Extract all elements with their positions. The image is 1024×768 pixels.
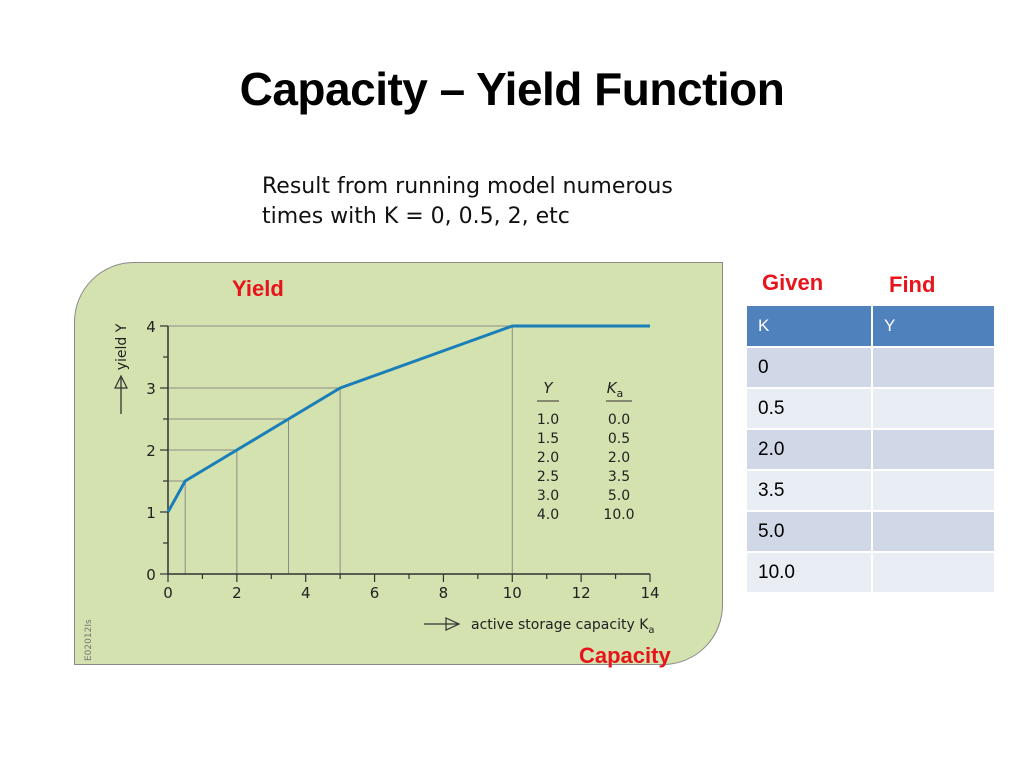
table-row: 2.0 [745, 428, 996, 471]
table-row: 0 [745, 346, 996, 389]
inset-cell-k: 5.0 [608, 488, 630, 504]
cell-k: 5.0 [745, 510, 873, 553]
table-row: 3.5 [745, 469, 996, 512]
inset-cell-k: 10.0 [603, 507, 634, 523]
x-axis-label-subscript: a [648, 625, 654, 636]
yield-label: Yield [232, 276, 284, 301]
cell-k: 0 [745, 346, 873, 389]
x-tick-label: 8 [439, 584, 449, 602]
inset-cell-k: 3.5 [608, 469, 630, 485]
inset-cell-y: 4.0 [537, 507, 559, 523]
cell-y[interactable] [871, 387, 996, 430]
x-axis-label: active storage capacity Ka [471, 617, 655, 636]
chart-panel [74, 262, 723, 665]
cell-y[interactable] [871, 469, 996, 512]
cell-y[interactable] [871, 510, 996, 553]
y-axis-arrow-icon [114, 374, 128, 389]
x-tick-label: 12 [572, 584, 591, 602]
x-tick-label: 6 [370, 584, 380, 602]
given-label: Given [762, 270, 824, 295]
inset-cell-k: 0.5 [608, 431, 630, 447]
table-row: 0.5 [745, 387, 996, 430]
inset-header-y: Y [543, 379, 554, 397]
find-label: Find [889, 272, 936, 297]
subtitle-line-2: times with K = 0, 0.5, 2, etc [262, 204, 570, 229]
inset-cell-y: 2.5 [537, 469, 559, 485]
capacity-label: Capacity [579, 643, 671, 668]
inset-cell-k: 2.0 [608, 450, 630, 466]
table-row: 10.0 [745, 551, 996, 594]
y-tick-label: 3 [146, 380, 156, 398]
cell-y[interactable] [871, 346, 996, 389]
cell-k: 10.0 [745, 551, 873, 594]
x-tick-label: 0 [163, 584, 173, 602]
inset-header-k-subscript: a [617, 387, 624, 400]
x-tick-label: 4 [301, 584, 311, 602]
x-tick-label: 10 [503, 584, 522, 602]
inset-cell-y: 1.5 [537, 431, 559, 447]
cell-k: 2.0 [745, 428, 873, 471]
y-tick-label: 4 [146, 318, 156, 336]
cell-k: 0.5 [745, 387, 873, 430]
header-k: K [745, 304, 873, 348]
y-tick-label: 1 [146, 504, 156, 522]
given-find-table: K Y 0 0.5 2.0 3.5 5.0 10.0 [745, 304, 996, 594]
inset-cell-y: 2.0 [537, 450, 559, 466]
y-tick-label: 0 [146, 566, 156, 584]
x-axis-arrow-icon [445, 617, 461, 631]
inset-cell-y: 3.0 [537, 488, 559, 504]
table-row: 5.0 [745, 510, 996, 553]
table-header-row: K Y [745, 304, 996, 348]
y-tick-label: 2 [146, 442, 156, 460]
side-code-label: E02012Is [84, 619, 94, 661]
subtitle: Result from running model numerous times… [262, 172, 782, 232]
y-axis-label: yield Y [114, 323, 130, 370]
x-tick-label: 2 [232, 584, 242, 602]
slide-title: Capacity – Yield Function [239, 63, 785, 115]
cell-y[interactable] [871, 428, 996, 471]
yield-curve-line [166, 324, 650, 513]
subtitle-line-1: Result from running model numerous [262, 174, 673, 199]
inset-cell-y: 1.0 [537, 412, 559, 428]
cell-k: 3.5 [745, 469, 873, 512]
inset-header-k: Ka [607, 379, 624, 400]
cell-y[interactable] [871, 551, 996, 594]
header-y: Y [871, 304, 996, 348]
x-tick-label: 14 [640, 584, 659, 602]
inset-cell-k: 0.0 [608, 412, 630, 428]
